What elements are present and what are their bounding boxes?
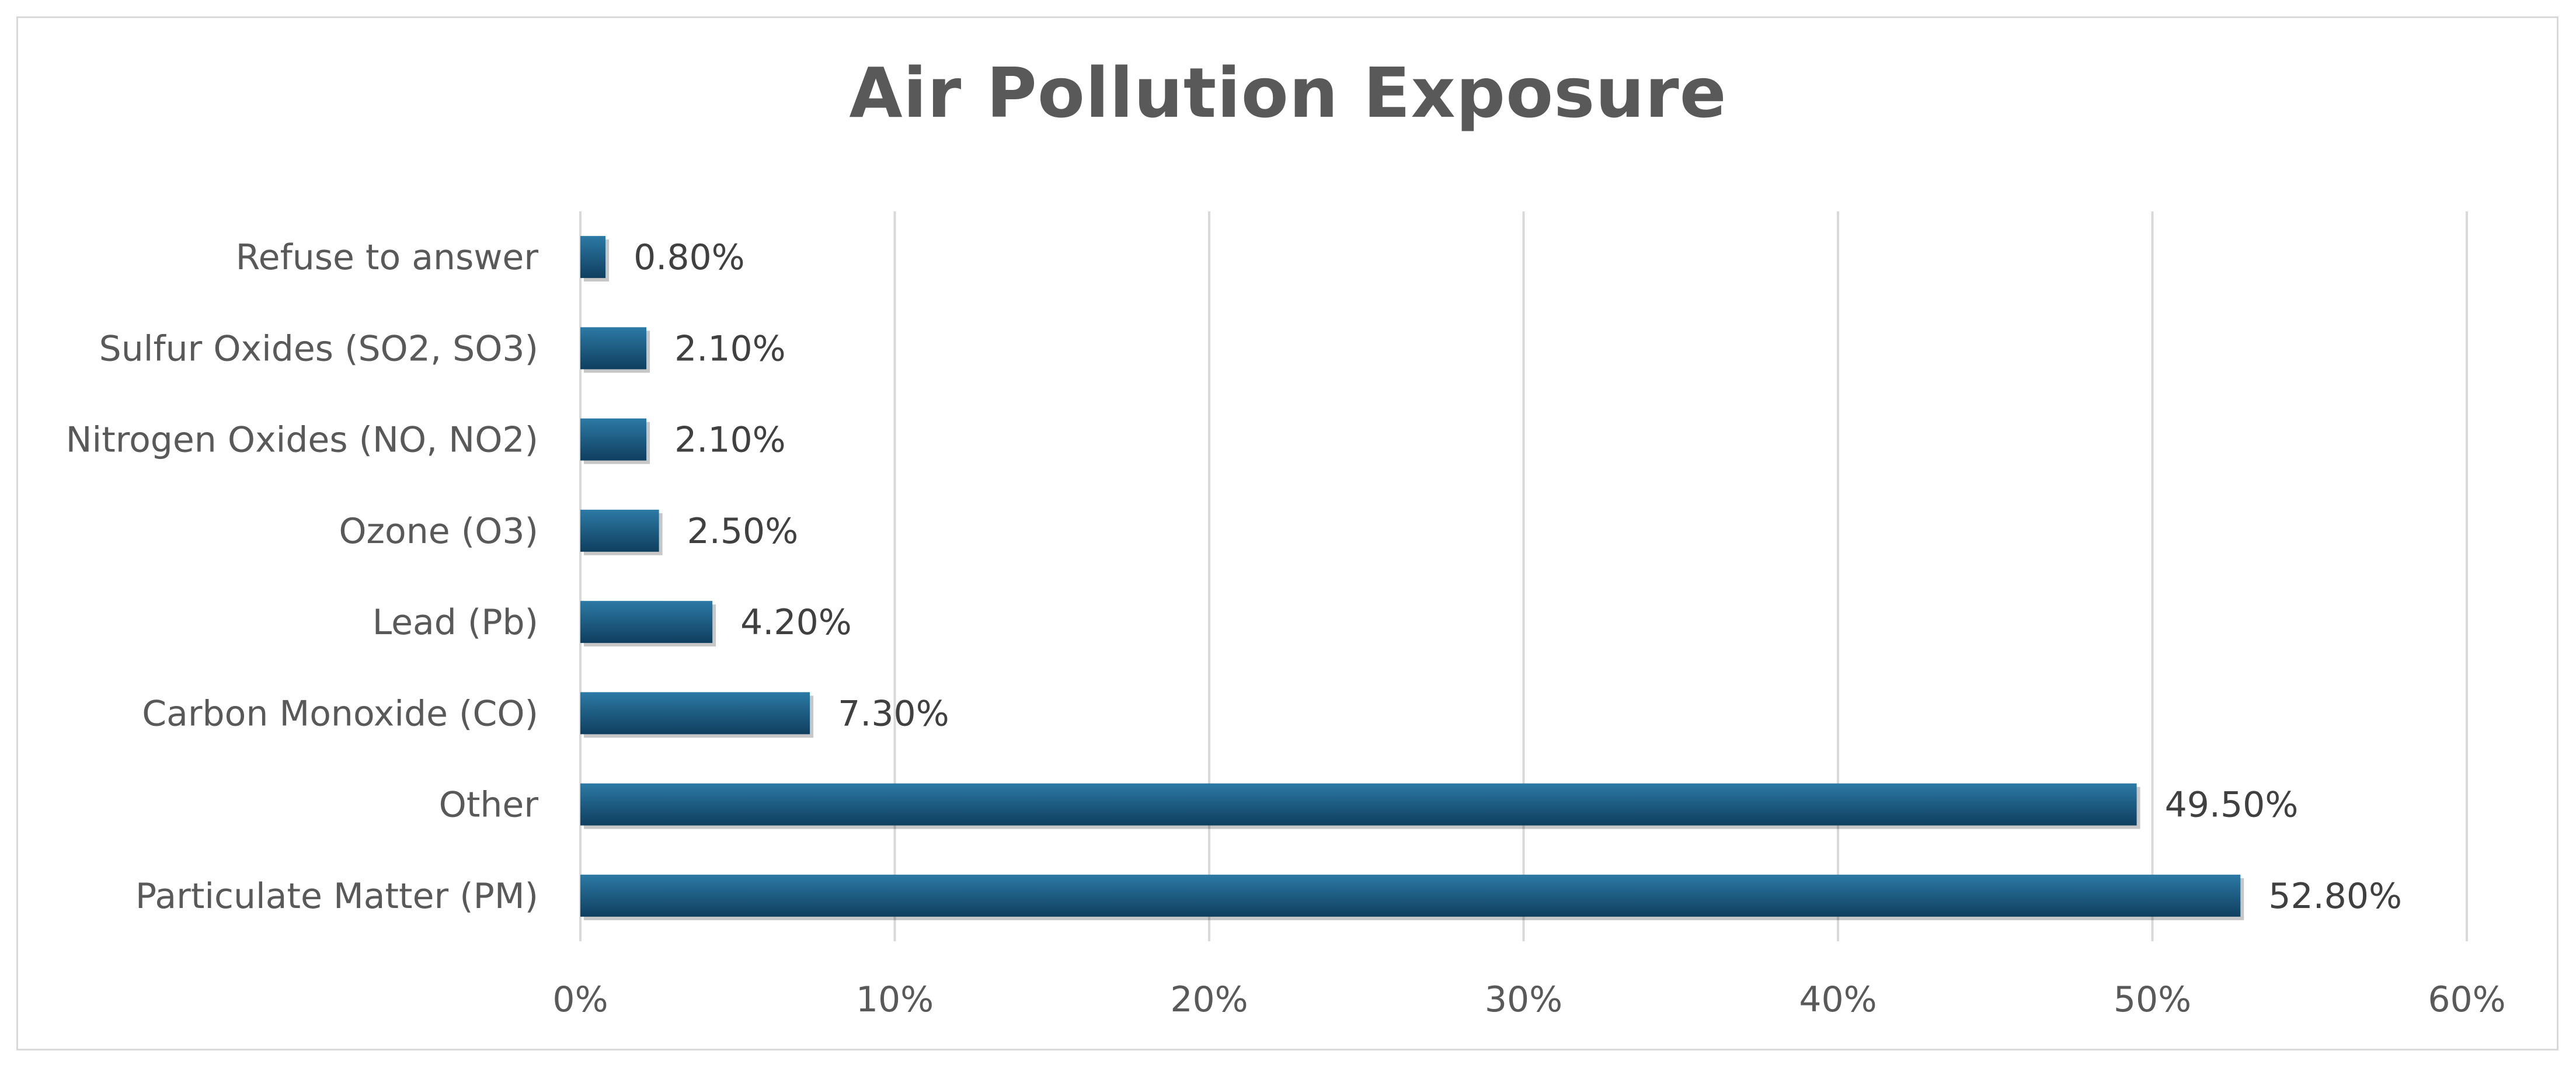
data-label: 49.50%: [2165, 785, 2299, 826]
category-label: Refuse to answer: [236, 237, 539, 278]
category-label: Sulfur Oxides (SO2, SO3): [99, 328, 538, 369]
bar: [580, 601, 713, 643]
bar: [580, 509, 659, 552]
x-tick-label: 40%: [1799, 979, 1877, 1020]
bar: [580, 418, 647, 461]
labels: 0% 10% 20% 30% 40% 50% 60% Particulate Matter (…: [66, 237, 2506, 1020]
bar: [580, 692, 810, 735]
data-label: 0.80%: [633, 237, 745, 278]
bars: [580, 236, 2244, 920]
x-tick-label: 20%: [1170, 979, 1248, 1020]
data-label: 4.20%: [740, 602, 852, 643]
x-tick-label: 10%: [856, 979, 934, 1020]
data-label: 52.80%: [2268, 876, 2402, 917]
category-label: Particulate Matter (PM): [135, 876, 538, 917]
data-label: 2.10%: [674, 328, 786, 369]
x-tick-label: 50%: [2114, 979, 2191, 1020]
bar: [580, 783, 2137, 826]
x-tick-label: 30%: [1485, 979, 1562, 1020]
bar: [580, 874, 2241, 917]
grid-lines: [579, 211, 2468, 941]
x-tick-label: 60%: [2428, 979, 2505, 1020]
bar: [580, 236, 606, 279]
category-label: Lead (Pb): [373, 602, 538, 643]
category-label: Carbon Monoxide (CO): [142, 693, 538, 734]
category-label: Nitrogen Oxides (NO, NO2): [66, 420, 538, 461]
data-label: 7.30%: [838, 693, 949, 734]
data-label: 2.50%: [687, 511, 799, 552]
category-label: Other: [439, 785, 539, 826]
x-tick-label: 0%: [552, 979, 608, 1020]
bar: [580, 327, 647, 370]
data-label: 2.10%: [674, 420, 786, 461]
category-label: Ozone (O3): [339, 511, 538, 552]
chart-title: Air Pollution Exposure: [849, 53, 1727, 133]
